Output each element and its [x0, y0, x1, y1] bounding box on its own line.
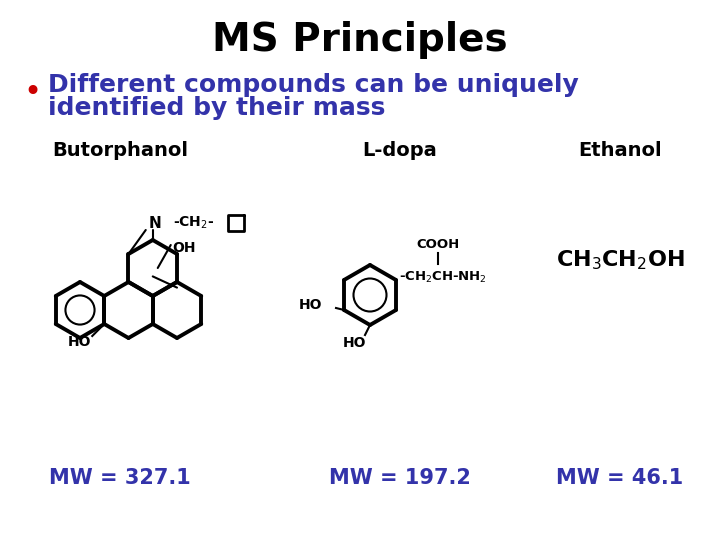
Text: Ethanol: Ethanol: [578, 140, 662, 159]
Text: HO: HO: [68, 335, 91, 349]
Text: identified by their mass: identified by their mass: [48, 96, 385, 120]
Text: N: N: [148, 215, 161, 231]
Text: HO: HO: [343, 336, 366, 350]
Text: L-dopa: L-dopa: [363, 140, 437, 159]
Text: MW = 327.1: MW = 327.1: [49, 468, 191, 488]
Text: OH: OH: [173, 241, 197, 255]
Text: CH$_3$CH$_2$OH: CH$_3$CH$_2$OH: [556, 248, 685, 272]
Text: •: •: [23, 78, 41, 106]
Text: Different compounds can be uniquely: Different compounds can be uniquely: [48, 73, 579, 97]
Text: -CH$_2$CH-NH$_2$: -CH$_2$CH-NH$_2$: [399, 269, 487, 285]
Text: HO: HO: [299, 298, 322, 312]
Text: MW = 197.2: MW = 197.2: [329, 468, 471, 488]
Text: COOH: COOH: [416, 239, 459, 252]
Text: -CH$_2$-: -CH$_2$-: [173, 215, 214, 231]
Text: Butorphanol: Butorphanol: [52, 140, 188, 159]
Text: MW = 46.1: MW = 46.1: [557, 468, 683, 488]
Text: MS Principles: MS Principles: [212, 21, 508, 59]
